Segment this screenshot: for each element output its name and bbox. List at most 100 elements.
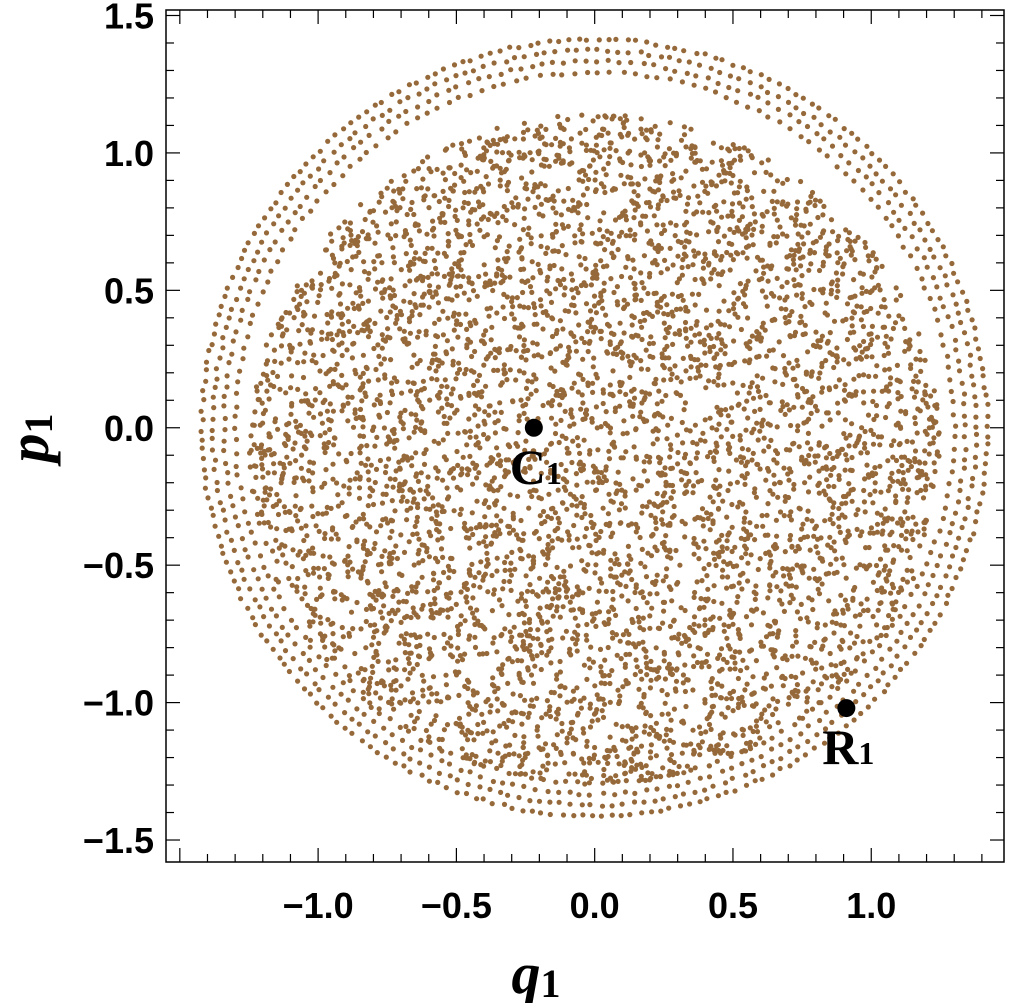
scatter-point [757,556,763,562]
scatter-point [521,410,527,416]
scatter-point [706,561,712,568]
scatter-point [512,566,518,572]
scatter-point [737,632,743,638]
scatter-point [570,750,576,757]
scatter-point [737,499,743,505]
scatter-point [727,560,733,566]
scatter-point [367,209,373,215]
scatter-point [719,683,725,689]
scatter-point [478,394,485,400]
scatter-point [573,496,579,502]
scatter-point [563,594,570,600]
scatter-point [619,229,625,235]
scatter-point [467,239,473,245]
scatter-point [757,466,763,472]
scatter-point [654,572,660,578]
scatter-point [652,257,658,264]
scatter-point [612,551,618,557]
scatter-point [873,256,879,262]
scatter-point [530,275,536,281]
scatter-point [896,468,902,474]
scatter-point [887,381,893,387]
scatter-point [389,428,395,434]
scatter-point [701,342,708,348]
scatter-point [833,620,839,627]
scatter-point [699,506,706,512]
scatter-point [740,250,746,256]
scatter-point [904,438,910,444]
scatter-point [857,343,863,349]
scatter-point [875,282,882,288]
scatter-point [538,201,545,207]
scatter-point [367,680,373,686]
scatter-point [329,336,335,343]
scatter-point [419,278,426,284]
scatter-point [596,588,602,594]
scatter-point [361,269,368,275]
scatter-point [818,681,825,687]
scatter-point [524,588,531,594]
scatter-point [312,397,318,403]
scatter-point [727,481,734,487]
scatter-point [555,515,561,521]
scatter-point [834,294,840,300]
scatter-point [701,604,707,610]
scatter-point [453,601,459,608]
scatter-point [736,145,742,152]
scatter-point [716,549,723,556]
scatter-point [419,574,425,580]
scatter-point [496,234,503,240]
scatter-point [381,425,387,431]
scatter-point [779,601,785,607]
scatter-point [706,721,713,728]
scatter-point [595,469,601,475]
scatter-point [497,177,503,183]
scatter-point [617,131,623,137]
scatter-point [715,271,721,277]
scatter-point [569,459,575,466]
scatter-point [598,664,604,670]
scatter-point [793,584,799,590]
scatter-point [739,473,745,479]
scatter-point [706,378,712,384]
scatter-point [849,323,855,329]
scatter-point [585,329,591,335]
scatter-point [356,516,363,522]
scatter-point [583,301,590,307]
scatter-point [515,598,521,604]
scatter-point [799,404,805,410]
scatter-point [327,426,333,433]
scatter-point [552,761,558,767]
scatter-point [300,475,306,481]
scatter-point [866,331,872,337]
scatter-point [658,270,664,276]
scatter-point [744,459,751,465]
scatter-point [607,154,613,160]
scatter-point [496,346,502,352]
scatter-point [767,240,773,246]
scatter-point [559,266,565,272]
scatter-point [357,374,363,380]
scatter-point [593,562,599,568]
scatter-point [459,746,465,752]
scatter-point [474,378,480,384]
scatter-point [413,584,419,590]
scatter-point [468,209,474,215]
scatter-point [643,213,649,219]
scatter-point [472,189,478,195]
scatter-point [403,178,409,184]
scatter-point [643,127,650,133]
scatter-point [406,660,412,667]
scatter-point [411,168,417,174]
scatter-point [328,536,334,542]
scatter-point [299,322,305,328]
scatter-point [664,726,670,733]
scatter-point [532,456,538,462]
scatter-point [813,329,819,335]
scatter-point [466,189,472,195]
scatter-point [684,201,691,207]
scatter-point [433,509,439,515]
scatter-point [749,232,755,238]
scatter-point [479,389,485,395]
scatter-point [879,585,885,591]
